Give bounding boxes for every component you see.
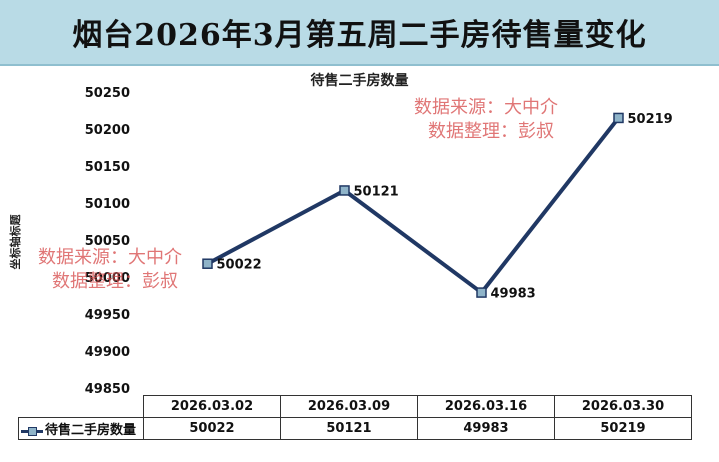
- table-value-cell: 50219: [554, 417, 692, 440]
- legend-series-name: 待售二手房数量: [45, 423, 137, 438]
- table-value-cell: 50121: [280, 417, 418, 440]
- table-value-cell: 50022: [143, 417, 281, 440]
- line-chart: 50022 50121 49983 50219: [202, 112, 673, 302]
- y-tick-label: 50150: [84, 160, 130, 175]
- data-point: [339, 185, 350, 196]
- page-title: 烟台2026年3月第五周二手房待售量变化: [72, 18, 647, 53]
- data-label: 50219: [628, 112, 673, 127]
- chart-title: 待售二手房数量: [310, 73, 409, 89]
- data-table-header-row: 2026.03.02 2026.03.09 2026.03.16 2026.03…: [19, 395, 692, 418]
- table-value-cell: 49983: [417, 417, 555, 440]
- watermark-author: 数据整理：彭叔: [52, 271, 178, 292]
- x-tick-label: 2026.03.09: [280, 395, 418, 418]
- x-tick-label: 2026.03.02: [143, 395, 281, 418]
- data-point: [202, 258, 213, 269]
- y-tick-label: 50100: [84, 197, 130, 212]
- data-label: 49983: [491, 287, 536, 302]
- y-tick-label: 50200: [84, 123, 130, 138]
- data-point: [613, 112, 624, 124]
- legend-line-marker-icon: [21, 426, 43, 436]
- data-label: 50121: [354, 184, 399, 199]
- y-tick-label: 49900: [84, 345, 130, 360]
- series-line: [206, 116, 621, 295]
- watermark-right: 数据来源：大中介 数据整理：彭叔: [414, 96, 558, 144]
- watermark-left: 数据来源：大中介 数据整理：彭叔: [38, 246, 182, 294]
- y-tick-label: 49850: [84, 382, 130, 397]
- y-tick-label: 49950: [84, 308, 130, 323]
- data-label: 50022: [217, 258, 262, 273]
- legend-entry: 待售二手房数量: [18, 417, 144, 440]
- watermark-author: 数据整理：彭叔: [428, 121, 554, 142]
- watermark-source: 数据来源：大中介: [38, 247, 182, 268]
- x-tick-label: 2026.03.16: [417, 395, 555, 418]
- x-tick-label: 2026.03.30: [554, 395, 692, 418]
- watermark-source: 数据来源：大中介: [414, 97, 558, 118]
- y-tick-label: 50250: [84, 86, 130, 101]
- y-tick-label: 50000: [84, 271, 130, 286]
- y-tick-label: 50050: [84, 234, 130, 249]
- data-point: [476, 287, 487, 298]
- data-table: 2026.03.02 2026.03.09 2026.03.16 2026.03…: [18, 395, 692, 440]
- title-bar: 烟台2026年3月第五周二手房待售量变化: [0, 0, 719, 66]
- data-table-values-row: 待售二手房数量 50022 50121 49983 50219: [18, 417, 692, 440]
